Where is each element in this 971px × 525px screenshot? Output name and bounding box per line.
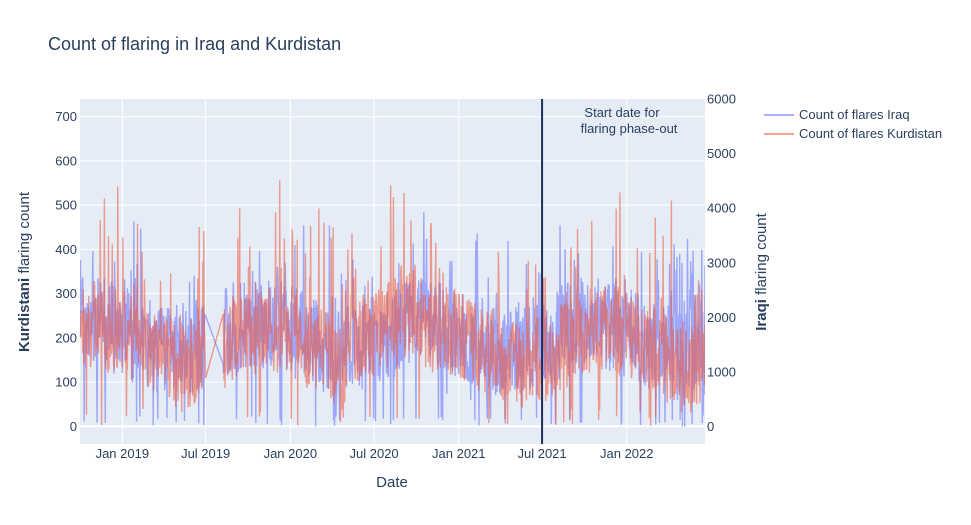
y-left-axis-title: Kurdistani flaring count — [16, 191, 33, 352]
phase-out-annotation: Start date for flaring phase-out — [581, 105, 678, 136]
y-left-tick-label: 100 — [55, 375, 77, 390]
y-left-axis-ticks: 0 100 200 300 400 500 600 700 — [55, 109, 77, 434]
legend-item-iraq[interactable]: Count of flares Iraq — [764, 107, 910, 122]
y-right-axis-ticks: 0 1000 2000 3000 4000 5000 6000 — [707, 92, 736, 435]
legend-label-iraq: Count of flares Iraq — [799, 107, 910, 122]
y-left-tick-label: 400 — [55, 242, 77, 257]
x-axis-ticks: Jan 2019 Jul 2019 Jan 2020 Jul 2020 Jan 2021… — [96, 446, 654, 461]
series-line-1 — [80, 180, 705, 426]
x-tick-label: Jul 2019 — [181, 446, 230, 461]
y-right-axis-title: Iraqi flaring count — [753, 212, 770, 330]
y-left-tick-label: 200 — [55, 330, 77, 345]
x-tick-label: Jul 2020 — [350, 446, 399, 461]
legend-label-kurdistan: Count of flares Kurdistan — [799, 126, 942, 141]
chart-title: Count of flaring in Iraq and Kurdistan — [48, 34, 341, 54]
series-layer — [80, 180, 705, 427]
x-tick-label: Jan 2019 — [96, 446, 150, 461]
legend-item-kurdistan[interactable]: Count of flares Kurdistan — [764, 126, 942, 141]
y-right-axis-title-rest: flaring count — [753, 212, 770, 299]
y-left-axis-title-bold: Kurdistani — [16, 278, 33, 352]
y-right-tick-label: 6000 — [707, 92, 736, 107]
y-left-axis-title-rest: flaring count — [16, 191, 33, 278]
x-axis-title: Date — [376, 474, 408, 491]
y-left-tick-label: 500 — [55, 198, 77, 213]
y-right-tick-label: 3000 — [707, 255, 736, 270]
x-tick-label: Jan 2020 — [264, 446, 318, 461]
y-right-tick-label: 0 — [707, 419, 714, 434]
x-tick-label: Jan 2022 — [600, 446, 654, 461]
y-right-tick-label: 5000 — [707, 146, 736, 161]
annotation-line-1: Start date for — [584, 105, 660, 120]
x-tick-label: Jan 2021 — [432, 446, 486, 461]
annotation-line-2: flaring phase-out — [581, 121, 678, 136]
y-right-tick-label: 4000 — [707, 201, 736, 216]
y-left-tick-label: 300 — [55, 286, 77, 301]
y-right-tick-label: 1000 — [707, 364, 736, 379]
y-left-tick-label: 0 — [70, 419, 77, 434]
x-tick-label: Jul 2021 — [517, 446, 566, 461]
y-right-axis-title-bold: Iraqi — [753, 299, 770, 331]
legend[interactable]: Count of flares Iraq Count of flares Kur… — [764, 107, 942, 141]
y-left-tick-label: 700 — [55, 109, 77, 124]
y-right-tick-label: 2000 — [707, 310, 736, 325]
y-left-tick-label: 600 — [55, 153, 77, 168]
